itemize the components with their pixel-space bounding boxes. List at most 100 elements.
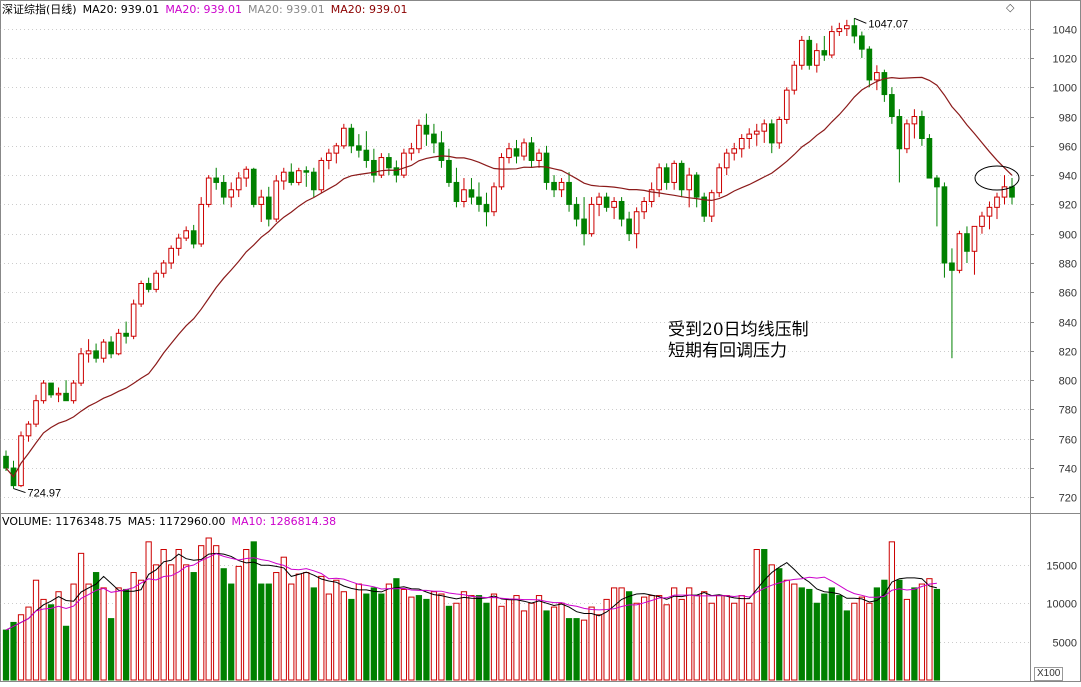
volume-bar [243, 549, 250, 681]
y-tick-label: 820 [1059, 347, 1077, 359]
volume-bar [641, 596, 648, 681]
volume-bar [32, 579, 40, 681]
candle-down [423, 124, 430, 135]
volume-bar [160, 549, 167, 681]
y-tick-label: 800 [1059, 376, 1077, 388]
volume-ma5-line [5, 552, 938, 631]
candle-up [333, 145, 340, 154]
volume-bar [190, 572, 197, 681]
candle-up [318, 159, 325, 191]
candle-down [363, 149, 370, 161]
y-tick-label: 980 [1059, 113, 1077, 125]
y-tick-label: 720 [1059, 493, 1077, 505]
candle-down [48, 382, 54, 396]
volume-bar [926, 578, 933, 681]
volume-bar [866, 602, 873, 681]
volume-bar [918, 583, 926, 681]
candle-up [498, 157, 505, 188]
volume-bar [340, 591, 347, 681]
highlight-circle [974, 165, 1020, 191]
volume-bar [753, 549, 760, 681]
volume-scale-label: X100 [1034, 667, 1064, 681]
volume-bar [228, 583, 235, 681]
price-chart-header: 深证综指(日线) MA20: 939.01 MA20: 939.01 MA20: 93… [2, 1, 413, 17]
volume-bar [145, 541, 152, 681]
y-tick-label: 900 [1059, 230, 1077, 242]
volume-bar [588, 606, 595, 681]
volume-bar [881, 579, 888, 681]
candle-up [836, 28, 843, 33]
candle-down [393, 167, 400, 176]
diamond-icon[interactable]: ◇ [1006, 2, 1015, 14]
volume-bar [47, 604, 55, 681]
y-tick-label: 760 [1059, 435, 1077, 447]
candle-up [461, 189, 467, 202]
volume-bar [415, 595, 423, 681]
candle-down [303, 170, 310, 173]
candle-down [626, 218, 632, 235]
volume-bar [595, 614, 603, 681]
ma-label-2: MA20: 939.01 [165, 3, 243, 16]
volume-bar [468, 595, 475, 681]
volume-tick-label: 10000 [1046, 599, 1077, 611]
candle-down [348, 127, 355, 147]
chart-title: 深证综指(日线) [2, 3, 77, 16]
candle-up [588, 203, 595, 235]
candle-down [438, 142, 445, 161]
candle-up [994, 196, 1000, 208]
volume-bar [70, 583, 77, 681]
volume-bar [686, 587, 693, 681]
volume-bar [175, 549, 182, 681]
candle-up [521, 142, 527, 157]
candle-up [325, 152, 332, 161]
volume-bar [738, 595, 745, 681]
candle-up [175, 237, 182, 249]
volume-bar [490, 593, 498, 681]
volume-bar [768, 564, 775, 681]
volume-bar [746, 602, 753, 681]
volume-bar [671, 587, 678, 681]
volume-bar [138, 579, 145, 681]
candle-down [431, 133, 437, 144]
annotation-arrow [13, 488, 26, 494]
candle-up [243, 168, 250, 179]
y-tick-label: 860 [1059, 288, 1077, 300]
volume-bar [280, 556, 287, 681]
candle-down [446, 159, 452, 183]
volume-bar [821, 593, 828, 681]
candle-up [911, 116, 918, 125]
candle-up [491, 186, 497, 213]
candle-up [813, 50, 820, 66]
candle-up [378, 157, 385, 176]
candle-down [896, 116, 903, 150]
candle-down [566, 181, 572, 205]
volume-bar [783, 579, 790, 681]
candle-down [618, 200, 625, 220]
candle-down [768, 123, 775, 144]
candle-up [115, 332, 122, 355]
volume-bar [183, 564, 190, 681]
volume-bar [100, 587, 107, 681]
candle-down [483, 203, 490, 213]
volume-bar [438, 593, 445, 681]
volume-bar [656, 595, 663, 681]
volume-tick-label: 5000 [1053, 638, 1077, 650]
candle-down [108, 341, 114, 355]
volume-bar [678, 598, 685, 681]
candle-up [85, 350, 92, 355]
volume-bar [107, 618, 115, 681]
candle-up [558, 181, 565, 191]
volume-bar [723, 595, 730, 681]
volume-bar [716, 595, 723, 681]
volume-bar [295, 573, 302, 681]
candle-up [633, 211, 640, 235]
volume-bar [873, 587, 880, 681]
volume-bar [708, 602, 715, 681]
volume-bar [363, 593, 370, 681]
candle-up [761, 123, 768, 132]
annotation-arrow [854, 17, 867, 24]
volume-bar [17, 614, 25, 681]
volume-bar [603, 598, 610, 681]
volume-bar [122, 588, 130, 681]
